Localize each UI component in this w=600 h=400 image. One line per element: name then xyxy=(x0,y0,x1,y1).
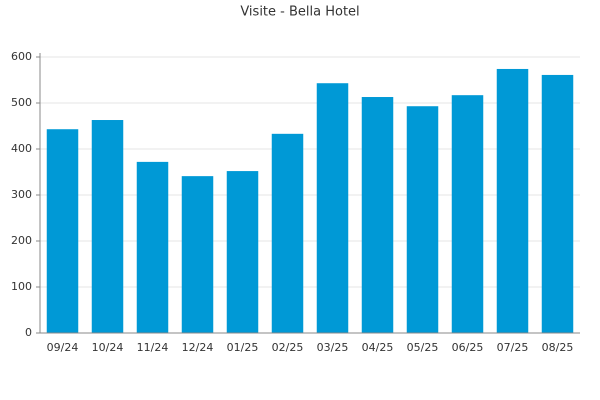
y-tick-label: 0 xyxy=(25,326,32,339)
x-tick-label: 12/24 xyxy=(182,341,214,354)
bar xyxy=(361,97,394,334)
x-tick-label: 08/25 xyxy=(542,341,574,354)
bar xyxy=(451,95,484,334)
chart-title: Visite - Bella Hotel xyxy=(240,5,359,20)
x-tick-label: 05/25 xyxy=(407,341,439,354)
y-tick-label: 200 xyxy=(11,234,32,247)
y-tick-label: 500 xyxy=(11,96,32,109)
bar xyxy=(91,120,124,334)
x-tick-label: 09/24 xyxy=(47,341,79,354)
bar xyxy=(316,83,349,333)
y-tick-label: 100 xyxy=(11,280,32,293)
x-tick-label: 02/25 xyxy=(272,341,304,354)
x-tick-label: 03/25 xyxy=(317,341,349,354)
y-tick-label: 400 xyxy=(11,142,32,155)
bar xyxy=(226,171,259,333)
bar xyxy=(496,68,529,334)
x-tick-label: 04/25 xyxy=(362,341,394,354)
bar xyxy=(136,161,169,333)
y-tick-label: 600 xyxy=(11,50,32,63)
x-tick-label: 01/25 xyxy=(227,341,259,354)
bar xyxy=(406,106,439,333)
x-tick-label: 07/25 xyxy=(497,341,529,354)
x-tick-label: 10/24 xyxy=(92,341,124,354)
bar xyxy=(541,74,574,333)
x-tick-label: 11/24 xyxy=(137,341,169,354)
bar xyxy=(46,129,79,333)
y-tick-label: 300 xyxy=(11,188,32,201)
bar xyxy=(271,133,304,333)
bar xyxy=(181,176,214,333)
x-tick-label: 06/25 xyxy=(452,341,484,354)
